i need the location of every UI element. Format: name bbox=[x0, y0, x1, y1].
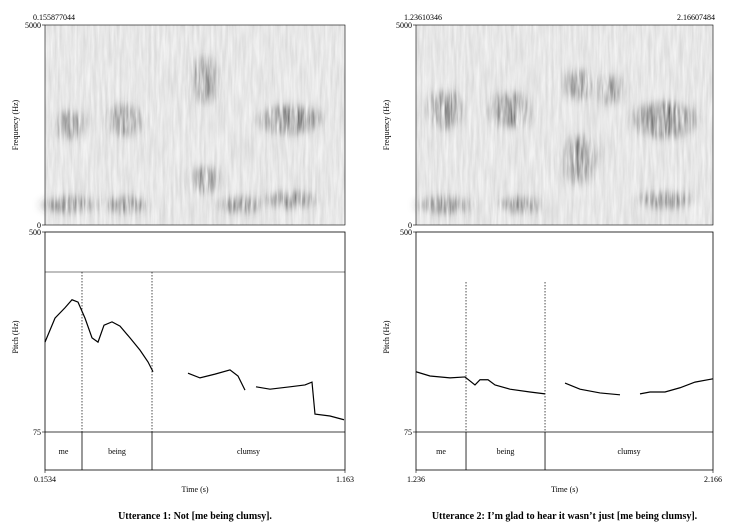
interval-label: me bbox=[59, 447, 69, 456]
interval-label: being bbox=[497, 447, 515, 456]
caption: Utterance 2: I’m glad to hear it wasn’t … bbox=[432, 511, 698, 522]
y-tick-label: 0 bbox=[37, 221, 41, 230]
y-tick-label: 75 bbox=[33, 428, 41, 437]
caption: Utterance 1: Not [me being clumsy]. bbox=[118, 511, 272, 522]
x-tick-label: 1.163 bbox=[336, 475, 354, 484]
y-tick-label: 500 bbox=[29, 228, 41, 237]
x-axis-label: Time (s) bbox=[551, 485, 578, 494]
y-tick-label: 5000 bbox=[396, 21, 412, 30]
x-tick-label: 2.166 bbox=[704, 475, 722, 484]
spectrogram-texture bbox=[416, 25, 713, 225]
x-tick-label: 0.1534 bbox=[34, 475, 56, 484]
pitch-line bbox=[44, 299, 345, 421]
pitch-frame bbox=[44, 231, 346, 471]
y-axis-label: Frequency (Hz) bbox=[382, 99, 391, 150]
spectrogram-texture bbox=[45, 25, 345, 225]
x-axis-label: Time (s) bbox=[181, 485, 208, 494]
y-axis-label: Pitch (Hz) bbox=[11, 320, 20, 353]
y-tick-label: 0 bbox=[408, 221, 412, 230]
interval-label: being bbox=[108, 447, 126, 456]
time-label: 1.23610346 bbox=[404, 13, 442, 22]
y-tick-label: 500 bbox=[400, 228, 412, 237]
y-tick-label: 75 bbox=[404, 428, 412, 437]
time-label: 2.16607484 bbox=[677, 13, 715, 22]
pitch-line bbox=[415, 371, 714, 396]
y-axis-label: Pitch (Hz) bbox=[382, 320, 391, 353]
interval-label: clumsy bbox=[617, 447, 640, 456]
spectrogram-frame bbox=[44, 24, 346, 226]
spectrogram-frame bbox=[415, 24, 714, 226]
x-tick-label: 1.236 bbox=[407, 475, 425, 484]
interval-label: clumsy bbox=[237, 447, 260, 456]
y-tick-label: 5000 bbox=[25, 21, 41, 30]
y-axis-label: Frequency (Hz) bbox=[11, 99, 20, 150]
interval-label: me bbox=[436, 447, 446, 456]
time-label: 0.155877044 bbox=[33, 13, 75, 22]
pitch-frame bbox=[415, 231, 714, 471]
